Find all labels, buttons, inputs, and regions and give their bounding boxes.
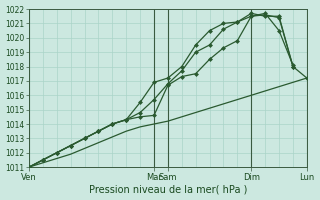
X-axis label: Pression niveau de la mer( hPa ): Pression niveau de la mer( hPa ) <box>89 184 247 194</box>
